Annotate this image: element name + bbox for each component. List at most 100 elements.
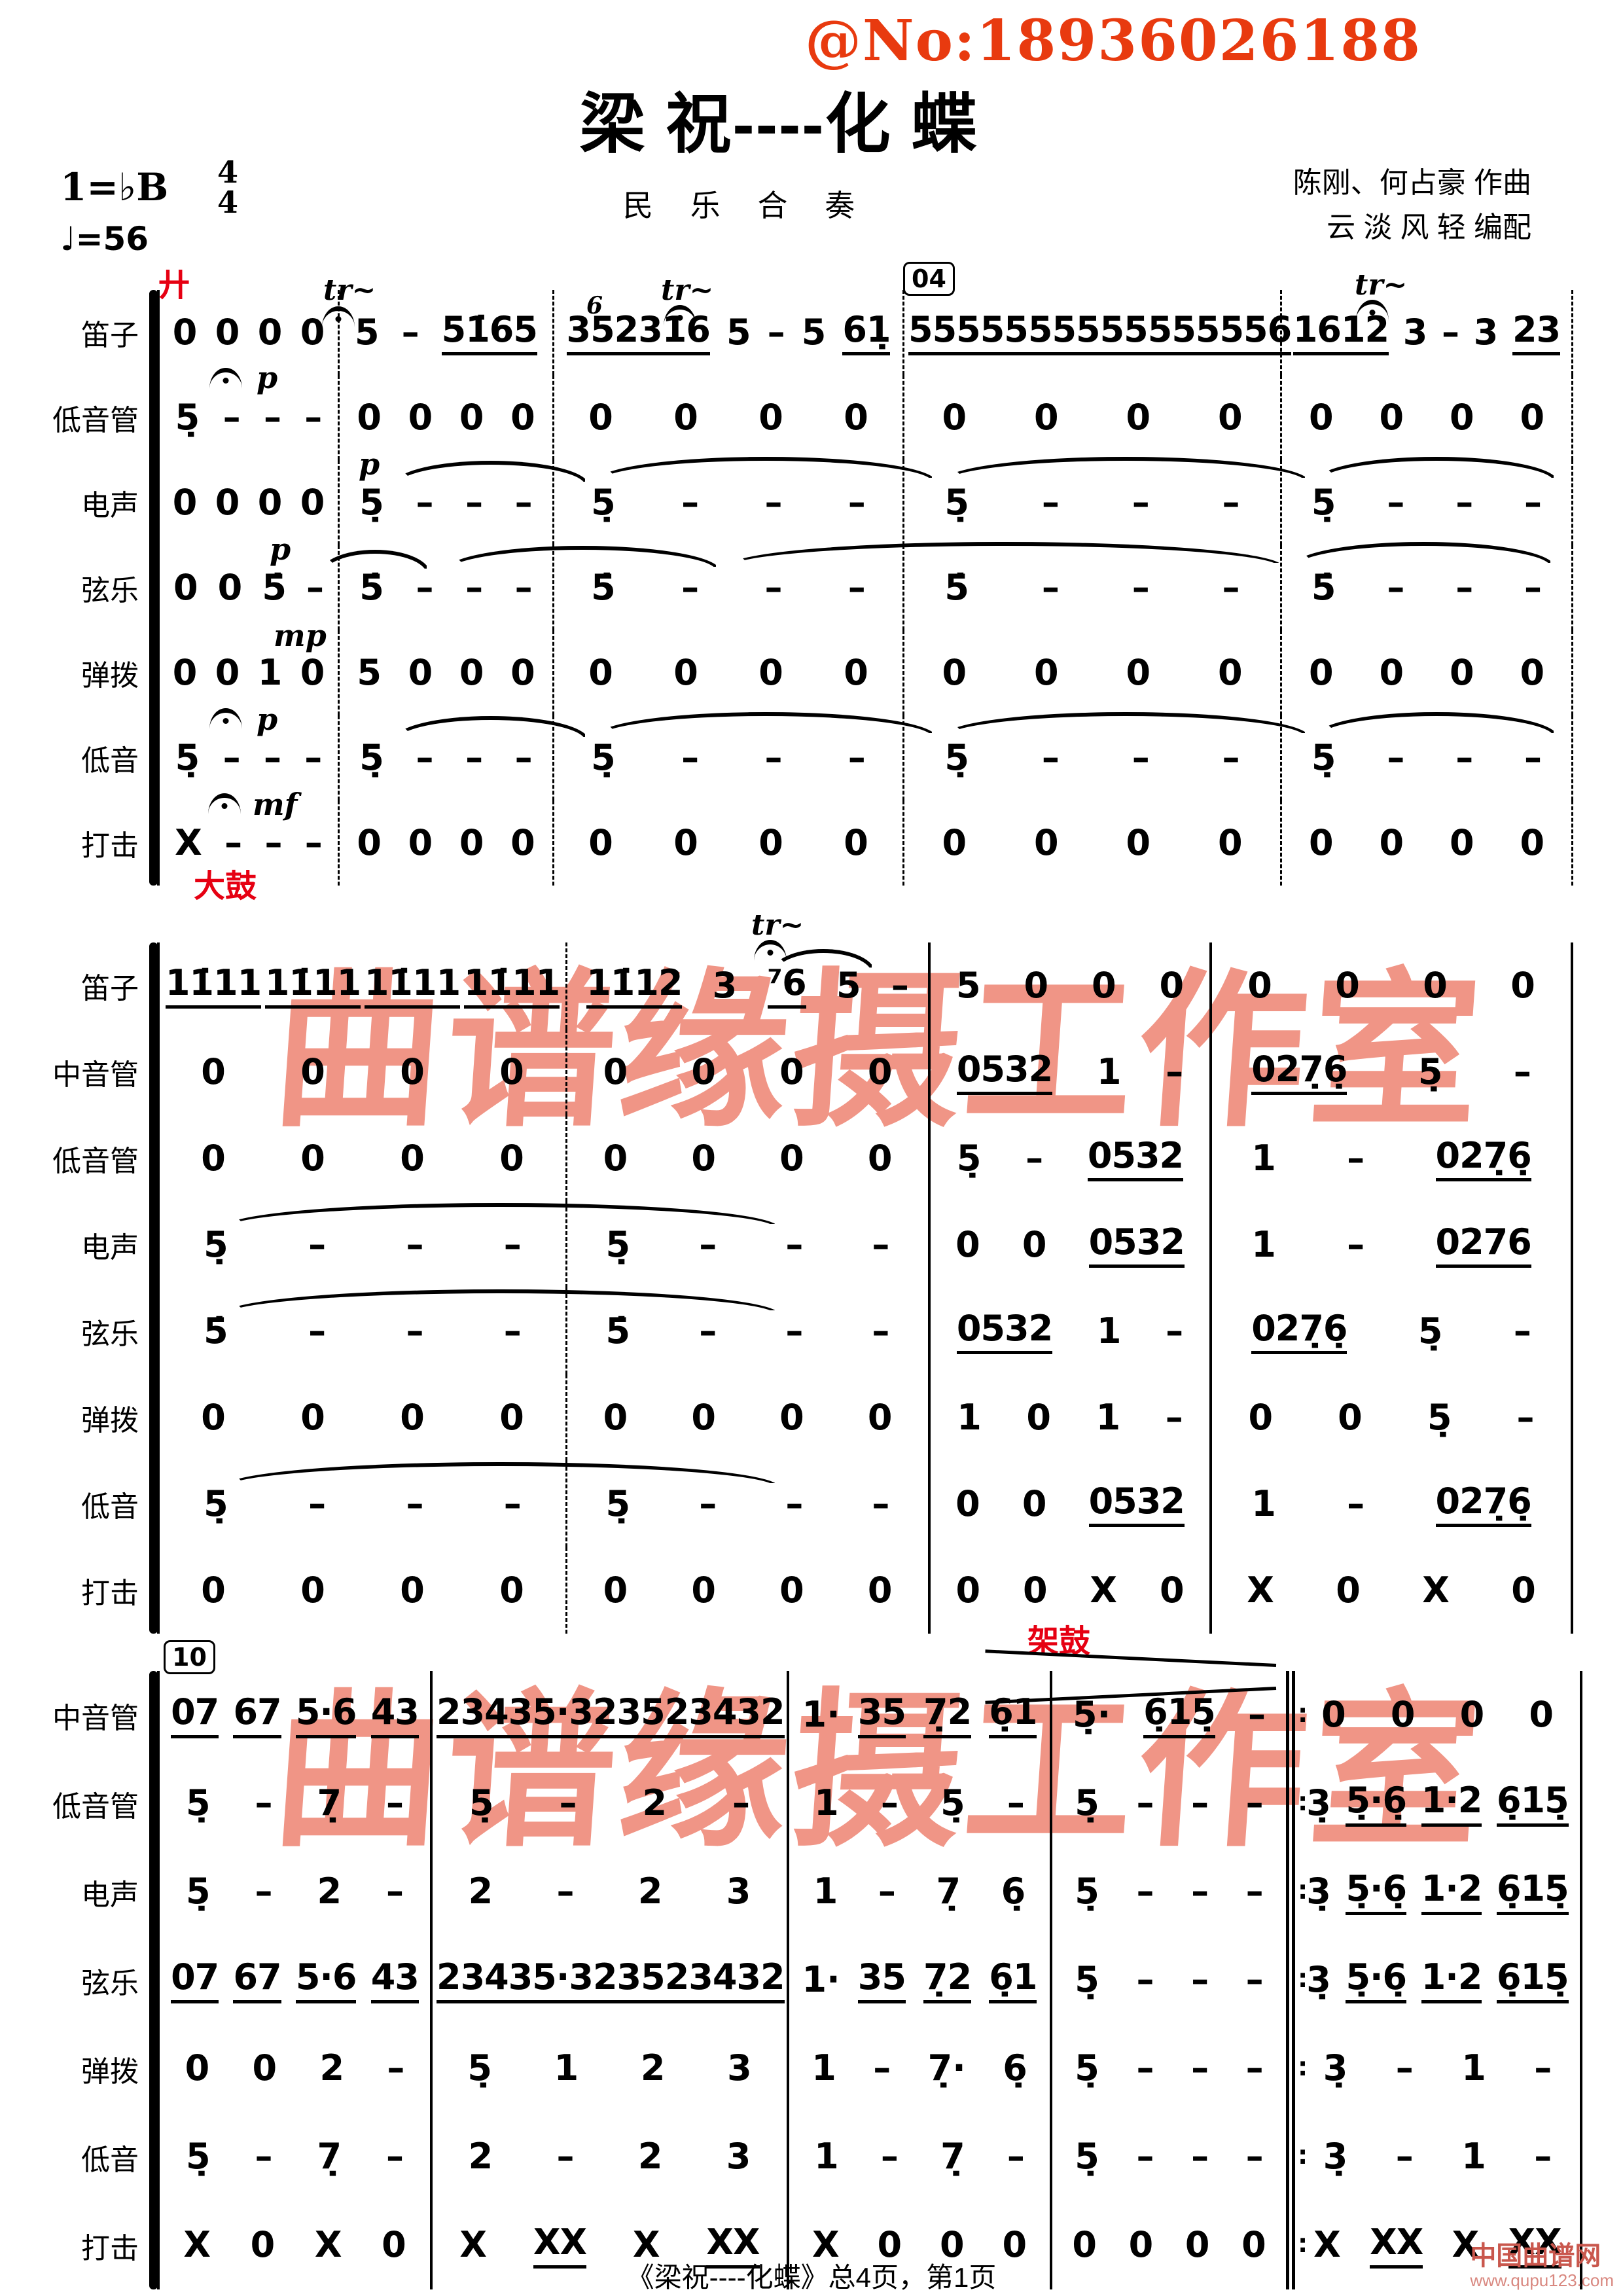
- measure: 5̣ – – –: [160, 1461, 567, 1547]
- note-token: 0: [691, 1396, 716, 1438]
- note-token: X: [1452, 2224, 1480, 2266]
- note-token: 11̇11: [463, 962, 560, 1009]
- instrument-label: 笛子: [81, 319, 139, 351]
- site-logo-name: 中国曲谱网: [1470, 2242, 1601, 2270]
- note-token: 0: [459, 821, 484, 863]
- dynamic-mark: mf: [253, 787, 298, 822]
- note-token: 11̇11: [264, 962, 361, 1009]
- note-token: –: [416, 481, 434, 523]
- note-token: 0: [1026, 1396, 1051, 1438]
- measure: 5̣ – 2 –: [160, 1848, 433, 1936]
- note-token: –: [1166, 1050, 1184, 1092]
- note-token: X: [632, 2224, 660, 2266]
- note-token: 0: [1247, 964, 1272, 1006]
- note-token: –: [385, 2136, 404, 2178]
- dynamic-mark: p: [257, 702, 278, 737]
- staff-row-diyin: 低音 5̣ – – – 5̣ – – – 0 0 0532 1 – 027̣6̣: [0, 1461, 1573, 1547]
- note-token: 5̣: [944, 736, 969, 778]
- measure: 5̇ – – –: [567, 1288, 931, 1374]
- note-token: 7̣2: [923, 1957, 972, 2003]
- trill-mark: tr~: [323, 274, 376, 307]
- measure: 0 0 0 0: [904, 630, 1282, 715]
- note-token: 1: [1251, 1137, 1276, 1179]
- note-token: –: [1245, 2136, 1264, 2178]
- note-token: 1: [1461, 2047, 1486, 2089]
- repeat-sign: ∶: [1299, 1965, 1307, 1995]
- note-token: 5: [357, 651, 382, 693]
- note-token: 0: [215, 481, 240, 523]
- note-token: 0: [172, 651, 198, 693]
- instrument-label: 电声: [81, 1878, 139, 1911]
- note-token: 027̣6̣: [1435, 1135, 1532, 1182]
- note-token: 51̇65: [441, 309, 538, 356]
- note-token: –: [308, 1310, 327, 1352]
- note-token: 5555: [1099, 309, 1196, 356]
- note-token: 0: [215, 651, 240, 693]
- note-token: 0: [867, 1137, 893, 1179]
- note-token: –: [1132, 481, 1150, 523]
- note-token: 07: [171, 1957, 219, 2003]
- note-token: 0: [1072, 2224, 1097, 2266]
- measures: 0 0 0 0 0 0 0 0 0532 1 – 027̣6̣ 5̣ –: [157, 1029, 1573, 1115]
- measures: 5̇ – – – 5̇ – – – 0532 1 – 027̣6̣ 5̣ –: [157, 1288, 1573, 1374]
- slur-arc: [223, 1203, 779, 1228]
- note-token: –: [1245, 1959, 1264, 2001]
- note-token: 5: [801, 311, 827, 353]
- note-token: 5̣: [605, 1482, 631, 1524]
- measure: ∶ X XX X XX: [1286, 2201, 1582, 2289]
- staff-row-xianyue: 弦乐 0 0 5̇ –5̇ – – –5̇ – – –5̇ – – –5̇ – – –: [0, 545, 1573, 630]
- measure: 0 0 0 0: [1212, 942, 1573, 1029]
- note-token: –: [1191, 2136, 1209, 2178]
- note-token: 3̣: [1323, 2136, 1348, 2178]
- measure: 5̣ – – –: [1052, 2024, 1286, 2113]
- note-token: –: [1026, 1137, 1044, 1179]
- measure: 027̣6̣ 5̣ –: [1212, 1029, 1573, 1115]
- note-token: 5·3: [532, 1957, 594, 2003]
- dynamic-mark: mp: [274, 618, 327, 653]
- note-token: 0: [1024, 964, 1049, 1006]
- note-token: –: [1191, 1959, 1209, 2001]
- note-token: –: [1165, 1396, 1183, 1438]
- note-token: –: [401, 311, 419, 353]
- slur-arc: [596, 457, 936, 482]
- slur-arc: [223, 1289, 779, 1314]
- note-token: –: [681, 736, 700, 778]
- note-token: 0: [758, 396, 783, 438]
- note-token: 1: [957, 1396, 982, 1438]
- note-token: –: [416, 736, 434, 778]
- note-token: 0: [499, 1050, 524, 1092]
- fermata-icon: [209, 708, 242, 729]
- measure: 1 – 027̣6̣: [1212, 1461, 1573, 1547]
- note-token: 0: [408, 396, 433, 438]
- tuplet-number: 6: [586, 292, 603, 319]
- note-token: 3̣: [1306, 1782, 1331, 1824]
- note-token: 0: [459, 651, 484, 693]
- note-token: –: [263, 396, 281, 438]
- note-token: 0: [603, 1396, 628, 1438]
- note-token: 0: [691, 1137, 716, 1179]
- measure: 5̣ – – –: [904, 715, 1282, 800]
- note-token: –: [699, 1310, 717, 1352]
- note-token: 0: [942, 396, 967, 438]
- note-token: 0: [1126, 821, 1151, 863]
- note-token: 2343: [437, 1692, 533, 1738]
- measures: 07 67 5·6 43 2343 5·3 2352 3432 1· 35 7̣2 6̣1 5̣· 6̣1…: [157, 1671, 1582, 1759]
- note-token: 2352: [592, 1692, 689, 1738]
- measure: 0 0 0532: [931, 1461, 1212, 1547]
- note-token: 5̣: [1418, 1310, 1443, 1352]
- note-token: –: [1166, 1310, 1184, 1352]
- note-token: –: [785, 1310, 804, 1352]
- note-token: 0: [867, 1396, 893, 1438]
- staff-row-diyin: 低音 5̣ –7̣ –2–2 3 1–7̣ –5̣ – – – ∶ 3̣ –1–: [0, 2113, 1582, 2201]
- note-token: –: [556, 1871, 575, 1912]
- measure: 0532 1 –: [931, 1029, 1212, 1115]
- measure: 0 0 0 0: [1282, 630, 1573, 715]
- measure: 0 0 0 0: [160, 1374, 567, 1461]
- note-token: 3̣: [1306, 1959, 1331, 2001]
- note-token: –: [872, 1310, 890, 1352]
- note-token: –: [1245, 2047, 1264, 2089]
- note-token: X: [812, 2224, 840, 2266]
- footer-page-info: 《梁祝----化蝶》总4页，第1页: [626, 2262, 997, 2293]
- measures: X – – –0 0 0 0 0 0 0 0 0 0 0 0 0 0 0 0: [157, 800, 1573, 886]
- note-token: 0: [955, 1569, 981, 1611]
